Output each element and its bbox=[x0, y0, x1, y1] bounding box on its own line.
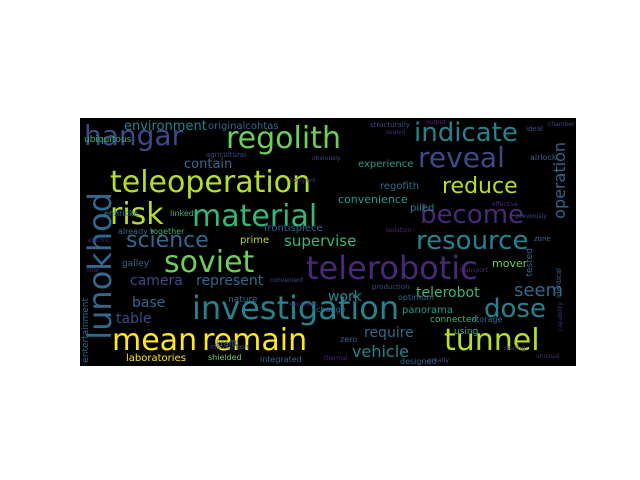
cloud-word: panorama bbox=[402, 305, 454, 316]
cloud-word: thermal bbox=[324, 355, 348, 362]
cloud-word: piled bbox=[410, 203, 435, 214]
cloud-word: zero bbox=[340, 335, 358, 344]
cloud-word: krafft bbox=[216, 339, 238, 348]
cloud-word: designed bbox=[400, 357, 437, 366]
cloud-word: final bbox=[86, 267, 99, 274]
cloud-word: contain bbox=[184, 157, 233, 172]
cloud-word: investigation bbox=[192, 289, 400, 327]
cloud-word: risk bbox=[110, 197, 164, 232]
cloud-word: galley bbox=[122, 259, 150, 269]
cloud-word: obviously bbox=[312, 155, 341, 162]
cloud-word: prime bbox=[240, 235, 270, 246]
cloud-word: mean bbox=[112, 323, 198, 358]
cloud-word: linked bbox=[170, 209, 194, 218]
cloud-word: convenient bbox=[270, 277, 304, 284]
cloud-word: dose bbox=[484, 294, 546, 324]
cloud-word: environment bbox=[124, 119, 207, 134]
cloud-word: structurally bbox=[370, 121, 410, 129]
cloud-word: represent bbox=[196, 273, 264, 289]
cloud-word: originalcohtas bbox=[208, 121, 279, 132]
cloud-word: capability bbox=[557, 302, 564, 332]
cloud-word: require bbox=[364, 325, 414, 341]
cloud-word: previously bbox=[516, 213, 547, 220]
cloud-word: storage bbox=[472, 315, 503, 324]
cloud-word: airlock bbox=[530, 153, 557, 162]
cloud-word: identical bbox=[555, 268, 563, 298]
cloud-word: convenience bbox=[338, 193, 408, 206]
cloud-word: hangar bbox=[84, 119, 184, 152]
cloud-word: seem bbox=[514, 280, 564, 301]
cloud-word: optimum bbox=[398, 293, 434, 302]
cloud-word: agricultural bbox=[206, 151, 247, 159]
cloud-word: tunnel bbox=[444, 323, 540, 358]
cloud-word: base bbox=[132, 295, 166, 311]
cloud-word: soviet bbox=[164, 245, 255, 280]
word-cloud: hangar regolith indicate reveal teleoperatio… bbox=[80, 118, 576, 366]
cloud-word: regolith bbox=[226, 121, 341, 156]
cloud-word: entertainment bbox=[81, 298, 91, 363]
cloud-word: camera bbox=[130, 273, 183, 289]
cloud-word: greatly bbox=[428, 357, 450, 364]
cloud-word: shielded bbox=[208, 353, 242, 362]
cloud-word: science bbox=[126, 228, 209, 253]
cloud-word: work bbox=[328, 289, 362, 305]
cloud-word: ideal bbox=[526, 125, 543, 133]
cloud-word: electric bbox=[88, 237, 111, 244]
cloud-word: reveal bbox=[418, 141, 505, 174]
cloud-word: remain bbox=[202, 323, 308, 358]
cloud-word: table bbox=[116, 311, 152, 327]
cloud-word: tested bbox=[525, 248, 535, 277]
cloud-word: teleoperation bbox=[110, 165, 312, 200]
cloud-word: exclusive bbox=[290, 301, 318, 308]
cloud-word: using bbox=[454, 327, 479, 337]
cloud-word: indicate bbox=[414, 118, 518, 148]
cloud-word: ubiquitous bbox=[84, 135, 132, 145]
cloud-word: sealed bbox=[386, 129, 406, 136]
cloud-word: resource bbox=[416, 226, 529, 256]
cloud-word: experience bbox=[358, 159, 414, 170]
cloud-word: become bbox=[420, 200, 525, 230]
cloud-word: telerobot bbox=[416, 285, 480, 301]
cloud-word: production bbox=[372, 283, 410, 291]
cloud-word: already bbox=[118, 227, 148, 236]
cloud-word: sealing bbox=[504, 345, 526, 352]
cloud-word: nature bbox=[228, 295, 258, 305]
cloud-word: connected bbox=[430, 315, 478, 325]
cloud-word: telerobotic bbox=[306, 249, 478, 287]
cloud-word: reduce bbox=[442, 174, 518, 199]
cloud-word: mover bbox=[492, 257, 528, 270]
cloud-word: transport bbox=[460, 267, 488, 274]
cloud-word: regofith bbox=[380, 181, 420, 192]
cloud-word: frontispiece bbox=[264, 223, 323, 234]
cloud-word: together bbox=[150, 227, 185, 236]
cloud-word: chamber bbox=[548, 121, 575, 128]
cloud-word: supervise bbox=[284, 232, 357, 250]
cloud-word: material bbox=[192, 199, 318, 234]
cloud-word: enhricke bbox=[104, 209, 139, 218]
cloud-word: isolation bbox=[386, 227, 412, 234]
cloud-word: complex bbox=[290, 177, 316, 184]
cloud-word: integrated bbox=[260, 355, 302, 364]
cloud-word: unusual bbox=[536, 353, 560, 360]
cloud-word: effective bbox=[492, 201, 519, 208]
cloud-word: vehicle bbox=[352, 342, 409, 361]
cloud-word: zone bbox=[534, 235, 551, 243]
cloud-word: laboratories bbox=[126, 353, 186, 364]
cloud-word: installation bbox=[210, 343, 249, 351]
cloud-word: change bbox=[316, 305, 346, 314]
cloud-word: output bbox=[426, 119, 446, 126]
